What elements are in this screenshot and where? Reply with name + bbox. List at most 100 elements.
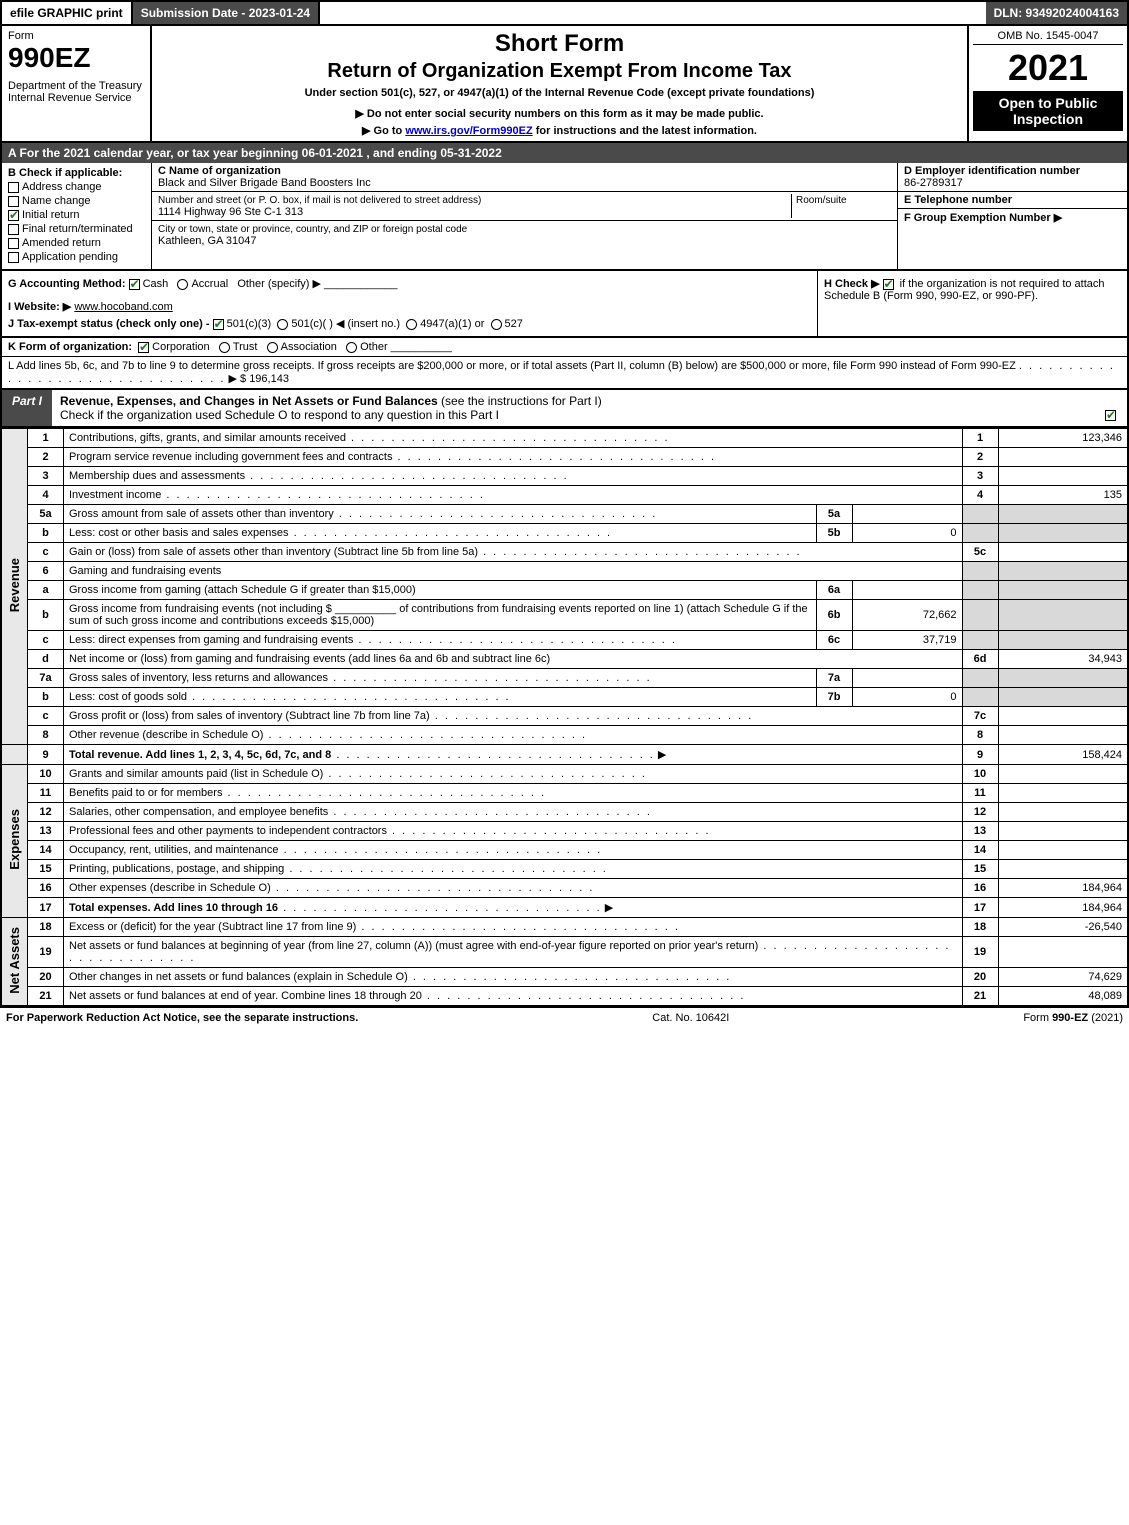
r5a-desc: Gross amount from sale of assets other t… xyxy=(64,505,817,524)
r17-val: 184,964 xyxy=(998,898,1128,918)
chk-assoc[interactable] xyxy=(267,342,278,353)
efile-label: efile GRAPHIC print xyxy=(2,2,133,24)
r10-val xyxy=(998,765,1128,784)
r11-n: 11 xyxy=(28,784,64,803)
r6c-sn: 6c xyxy=(816,631,852,650)
section-l: L Add lines 5b, 6c, and 7b to line 9 to … xyxy=(0,357,1129,390)
r16-val: 184,964 xyxy=(998,879,1128,898)
chk-h[interactable] xyxy=(883,279,894,290)
k-corp: Corporation xyxy=(152,341,209,353)
chk-cash[interactable] xyxy=(129,279,140,290)
r6c-sv: 37,719 xyxy=(852,631,962,650)
r12-val xyxy=(998,803,1128,822)
r6b-sn: 6b xyxy=(816,600,852,631)
r5c-desc: Gain or (loss) from sale of assets other… xyxy=(64,543,963,562)
r17-n: 17 xyxy=(28,898,64,918)
r6a-val xyxy=(998,581,1128,600)
r6a-sn: 6a xyxy=(816,581,852,600)
sidebar-netassets: Net Assets xyxy=(1,918,28,1007)
chk-schedule-o[interactable] xyxy=(1105,410,1116,421)
chk-amended-return[interactable]: Amended return xyxy=(8,237,145,249)
k-assoc: Association xyxy=(281,341,337,353)
r6d-n: d xyxy=(28,650,64,669)
h-label: H Check ▶ xyxy=(824,278,880,290)
r5b-val xyxy=(998,524,1128,543)
k-trust: Trust xyxy=(233,341,258,353)
r3-n: 3 xyxy=(28,467,64,486)
r4-rn: 4 xyxy=(962,486,998,505)
r18-desc: Excess or (deficit) for the year (Subtra… xyxy=(64,918,963,937)
f-group-label: F Group Exemption Number ▶ xyxy=(904,211,1121,224)
chk-application-pending[interactable]: Application pending xyxy=(8,251,145,263)
r6b-n: b xyxy=(28,600,64,631)
chk-501c[interactable] xyxy=(277,319,288,330)
irs-link[interactable]: www.irs.gov/Form990EZ xyxy=(405,125,532,137)
r13-rn: 13 xyxy=(962,822,998,841)
org-name: Black and Silver Brigade Band Boosters I… xyxy=(158,177,371,189)
room-label: Room/suite xyxy=(796,195,847,206)
r11-desc: Benefits paid to or for members xyxy=(64,784,963,803)
r21-desc: Net assets or fund balances at end of ye… xyxy=(64,987,963,1007)
header-right: OMB No. 1545-0047 2021 Open to Public In… xyxy=(967,26,1127,141)
chk-initial-return-label: Initial return xyxy=(22,209,79,221)
part1-title-rest: (see the instructions for Part I) xyxy=(438,394,602,408)
chk-final-return[interactable]: Final return/terminated xyxy=(8,223,145,235)
r5b-sv: 0 xyxy=(852,524,962,543)
g-cash: Cash xyxy=(143,278,169,290)
r16-desc: Other expenses (describe in Schedule O) xyxy=(64,879,963,898)
r6-val xyxy=(998,562,1128,581)
footer-right: Form 990-EZ (2021) xyxy=(1023,1012,1123,1024)
r13-val xyxy=(998,822,1128,841)
r19-rn: 19 xyxy=(962,937,998,968)
j-label: J Tax-exempt status (check only one) - xyxy=(8,318,210,330)
chk-other[interactable] xyxy=(346,342,357,353)
r5b-rn xyxy=(962,524,998,543)
chk-trust[interactable] xyxy=(219,342,230,353)
r9-n: 9 xyxy=(28,745,64,765)
header-block: Form 990EZ Department of the Treasury In… xyxy=(0,26,1129,143)
i-website-value[interactable]: www.hocoband.com xyxy=(74,301,172,313)
r5a-sv xyxy=(852,505,962,524)
section-g: G Accounting Method: Cash Accrual Other … xyxy=(2,271,817,336)
r6c-desc: Less: direct expenses from gaming and fu… xyxy=(64,631,817,650)
d-ein-label: D Employer identification number xyxy=(904,165,1121,177)
sidebar-revenue-end xyxy=(1,745,28,765)
r10-desc: Grants and similar amounts paid (list in… xyxy=(64,765,963,784)
r9-desc: Total revenue. Add lines 1, 2, 3, 4, 5c,… xyxy=(64,745,963,765)
r13-desc: Professional fees and other payments to … xyxy=(64,822,963,841)
c-name-label: C Name of organization xyxy=(158,165,281,177)
r3-desc: Membership dues and assessments xyxy=(64,467,963,486)
r10-n: 10 xyxy=(28,765,64,784)
r4-n: 4 xyxy=(28,486,64,505)
chk-corp[interactable] xyxy=(138,342,149,353)
chk-527[interactable] xyxy=(491,319,502,330)
r9-val: 158,424 xyxy=(998,745,1128,765)
chk-address-change[interactable]: Address change xyxy=(8,181,145,193)
chk-initial-return[interactable]: Initial return xyxy=(8,209,145,221)
r4-val: 135 xyxy=(998,486,1128,505)
r20-rn: 20 xyxy=(962,968,998,987)
section-def: D Employer identification number 86-2789… xyxy=(897,163,1127,269)
r17-rn: 17 xyxy=(962,898,998,918)
r12-desc: Salaries, other compensation, and employ… xyxy=(64,803,963,822)
chk-4947[interactable] xyxy=(406,319,417,330)
page-footer: For Paperwork Reduction Act Notice, see … xyxy=(0,1007,1129,1028)
r3-val xyxy=(998,467,1128,486)
r6a-desc: Gross income from gaming (attach Schedul… xyxy=(64,581,817,600)
e-phone-label: E Telephone number xyxy=(904,194,1121,206)
section-h: H Check ▶ if the organization is not req… xyxy=(817,271,1127,336)
r4-desc: Investment income xyxy=(64,486,963,505)
r1-rn: 1 xyxy=(962,429,998,448)
chk-501c3[interactable] xyxy=(213,319,224,330)
r19-n: 19 xyxy=(28,937,64,968)
chk-name-change[interactable]: Name change xyxy=(8,195,145,207)
r6b-rn xyxy=(962,600,998,631)
r2-rn: 2 xyxy=(962,448,998,467)
irs-label: Internal Revenue Service xyxy=(8,92,144,104)
j-opt1: 501(c)(3) xyxy=(227,318,272,330)
r15-val xyxy=(998,860,1128,879)
r14-val xyxy=(998,841,1128,860)
chk-accrual[interactable] xyxy=(177,279,188,290)
chk-amended-return-label: Amended return xyxy=(22,237,101,249)
r16-rn: 16 xyxy=(962,879,998,898)
